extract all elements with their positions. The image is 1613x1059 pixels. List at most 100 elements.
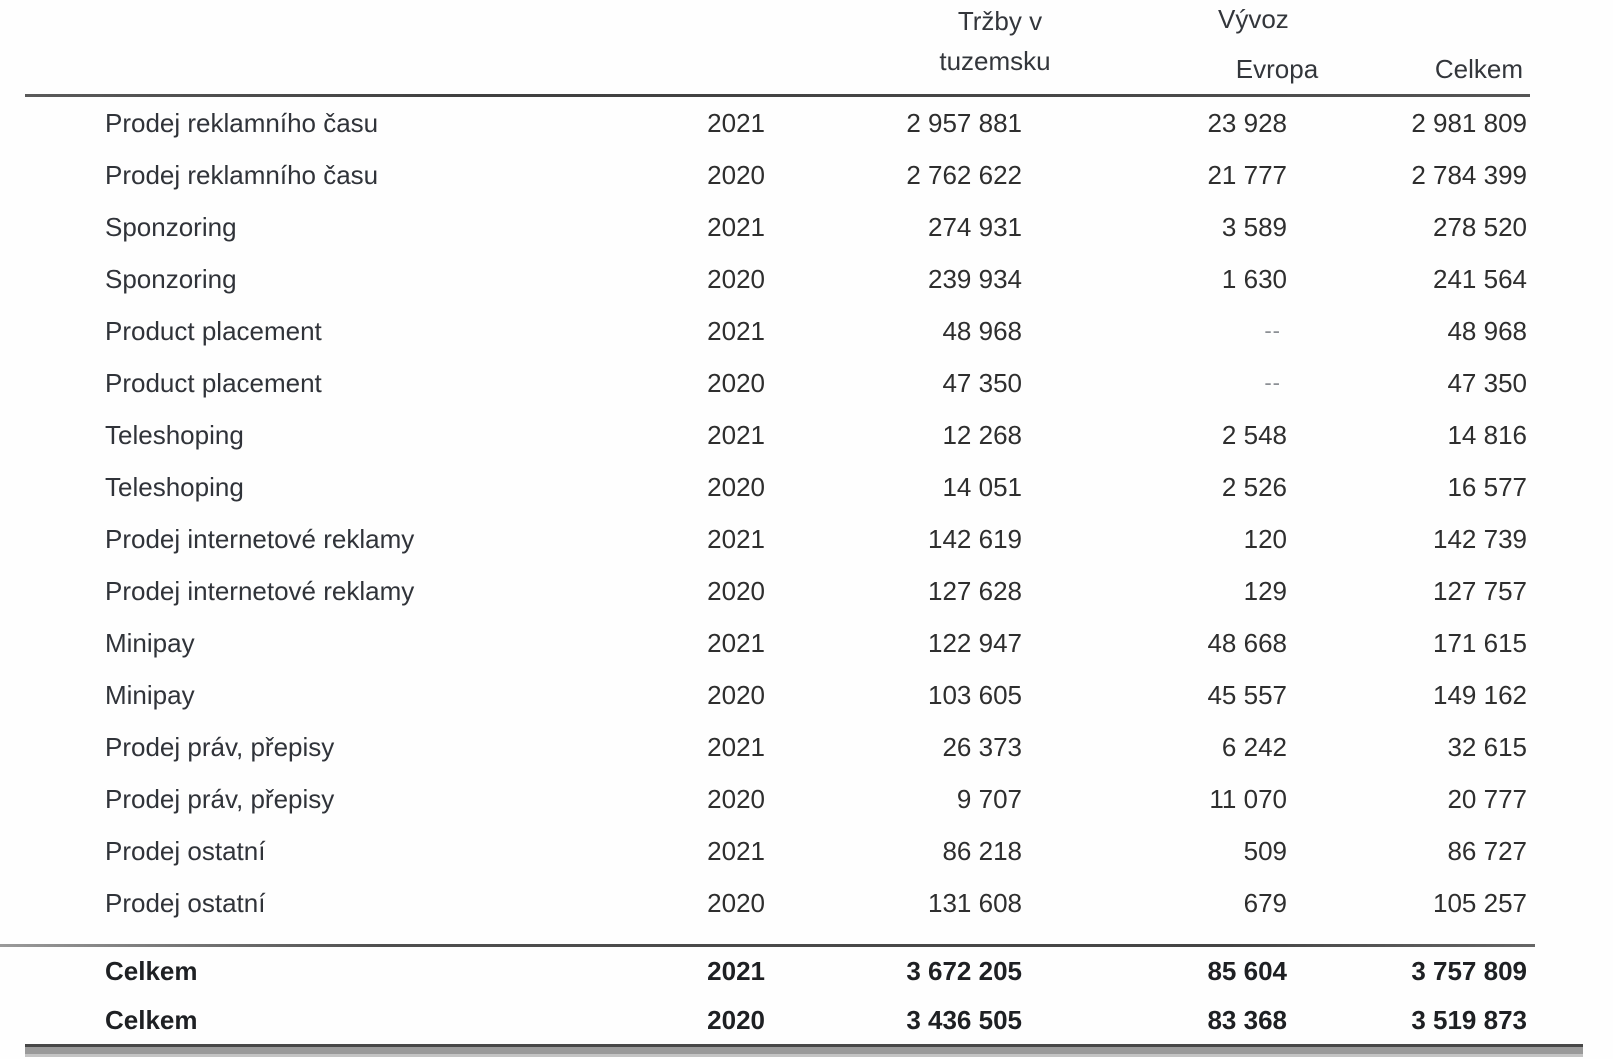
row-label: Prodej reklamního času: [105, 159, 379, 190]
row-export-europe: 509: [1243, 835, 1287, 866]
row-export-europe: 83 368: [1207, 1005, 1287, 1035]
row-label: Prodej internetové reklamy: [105, 523, 415, 554]
row-label: Celkem: [105, 1005, 198, 1035]
row-total: 86 727: [1447, 835, 1527, 866]
row-label: Sponzoring: [105, 211, 237, 242]
row-domestic-revenue: 142 619: [928, 523, 1022, 554]
row-export-europe: 120: [1243, 523, 1287, 554]
row-label: Prodej práv, přepisy: [105, 783, 335, 814]
row-label: Prodej ostatní: [105, 835, 266, 866]
row-label: Teleshoping: [105, 471, 244, 502]
row-export-europe: 45 557: [1207, 679, 1287, 710]
row-total: 32 615: [1447, 731, 1527, 762]
row-export-europe: 21 777: [1207, 159, 1287, 190]
row-domestic-revenue: 47 350: [942, 367, 1022, 398]
row-total: 105 257: [1433, 887, 1527, 918]
row-domestic-revenue: 3 436 505: [906, 1005, 1022, 1035]
table-row: Prodej reklamního času 2020 2 762 622 21…: [0, 149, 1613, 201]
row-domestic-revenue: 239 934: [928, 263, 1022, 294]
row-domestic-revenue: 48 968: [942, 315, 1022, 346]
row-year: 2021: [707, 107, 765, 138]
row-export-europe: 2 526: [1221, 471, 1287, 502]
row-label: Product placement: [105, 367, 322, 398]
row-export-europe: 6 242: [1221, 731, 1287, 762]
table-row: Teleshoping 2021 12 268 2 548 14 816: [0, 409, 1613, 461]
header-domestic-line1: Tržby v: [957, 6, 1043, 36]
table-row: Prodej reklamního času 2021 2 957 881 23…: [0, 97, 1613, 149]
row-domestic-revenue: 2 957 881: [906, 107, 1022, 138]
table-row: Prodej internetové reklamy 2021 142 619 …: [0, 513, 1613, 565]
row-total: 142 739: [1433, 523, 1527, 554]
row-label: Sponzoring: [105, 263, 237, 294]
row-label: Minipay: [105, 627, 195, 658]
row-export-europe: --: [1264, 318, 1281, 343]
row-label: Product placement: [105, 315, 322, 346]
row-domestic-revenue: 2 762 622: [906, 159, 1022, 190]
row-total: 2 784 399: [1411, 159, 1527, 190]
row-total: 2 981 809: [1411, 107, 1527, 138]
row-total: 278 520: [1433, 211, 1527, 242]
table-row: Product placement 2021 48 968 -- 48 968: [0, 305, 1613, 357]
row-total: 47 350: [1447, 367, 1527, 398]
row-year: 2021: [707, 211, 765, 242]
row-year: 2020: [707, 471, 765, 502]
row-label: Prodej reklamního času: [105, 107, 379, 138]
table-row: Minipay 2020 103 605 45 557 149 162: [0, 669, 1613, 721]
table-row: Prodej ostatní 2020 131 608 679 105 257: [0, 877, 1613, 929]
row-year: 2020: [707, 1005, 765, 1035]
table-totals: Celkem 2021 3 672 205 85 604 3 757 809 C…: [0, 947, 1613, 1045]
row-export-europe: 23 928: [1207, 107, 1287, 138]
row-year: 2021: [707, 956, 765, 986]
row-domestic-revenue: 131 608: [928, 887, 1022, 918]
row-domestic-revenue: 12 268: [942, 419, 1022, 450]
row-label: Prodej internetové reklamy: [105, 575, 415, 606]
row-total: 14 816: [1447, 419, 1527, 450]
table-row: Product placement 2020 47 350 -- 47 350: [0, 357, 1613, 409]
row-total: 3 757 809: [1411, 956, 1527, 986]
row-year: 2021: [707, 627, 765, 658]
row-year: 2021: [707, 315, 765, 346]
row-export-europe: 48 668: [1207, 627, 1287, 658]
row-export-europe: 129: [1243, 575, 1287, 606]
row-label: Minipay: [105, 679, 195, 710]
row-domestic-revenue: 103 605: [928, 679, 1022, 710]
table-row: Celkem 2020 3 436 505 83 368 3 519 873: [0, 996, 1613, 1045]
row-year: 2021: [707, 523, 765, 554]
row-year: 2020: [707, 367, 765, 398]
row-export-europe: 1 630: [1221, 263, 1287, 294]
header-export-group: Vývoz: [1218, 4, 1289, 34]
row-year: 2021: [707, 835, 765, 866]
row-total: 20 777: [1447, 783, 1527, 814]
row-domestic-revenue: 14 051: [942, 471, 1022, 502]
row-export-europe: 679: [1243, 887, 1287, 918]
row-total: 149 162: [1433, 679, 1527, 710]
row-label: Prodej ostatní: [105, 887, 266, 918]
row-year: 2020: [707, 679, 765, 710]
row-export-europe: 2 548: [1221, 419, 1287, 450]
row-label: Teleshoping: [105, 419, 244, 450]
row-export-europe: --: [1264, 370, 1281, 395]
row-total: 241 564: [1433, 263, 1527, 294]
row-year: 2021: [707, 731, 765, 762]
header-divider-rule: [25, 94, 1530, 97]
row-year: 2021: [707, 419, 765, 450]
row-year: 2020: [707, 575, 765, 606]
table-row: Sponzoring 2021 274 931 3 589 278 520: [0, 201, 1613, 253]
table-row: Prodej práv, přepisy 2021 26 373 6 242 3…: [0, 721, 1613, 773]
row-domestic-revenue: 122 947: [928, 627, 1022, 658]
table-row: Sponzoring 2020 239 934 1 630 241 564: [0, 253, 1613, 305]
table-body: Prodej reklamního času 2021 2 957 881 23…: [0, 97, 1613, 929]
row-export-europe: 3 589: [1221, 211, 1287, 242]
totals-divider-rule: [0, 944, 1535, 947]
header-export-region: Evropa: [1235, 54, 1319, 84]
row-total: 171 615: [1433, 627, 1527, 658]
row-total: 48 968: [1447, 315, 1527, 346]
row-export-europe: 11 070: [1209, 783, 1287, 814]
table-row: Celkem 2021 3 672 205 85 604 3 757 809: [0, 947, 1613, 996]
row-domestic-revenue: 26 373: [942, 731, 1022, 762]
header-total-column: Celkem: [1434, 54, 1523, 84]
row-total: 127 757: [1433, 575, 1527, 606]
row-total: 3 519 873: [1411, 1005, 1527, 1035]
row-total: 16 577: [1447, 471, 1527, 502]
